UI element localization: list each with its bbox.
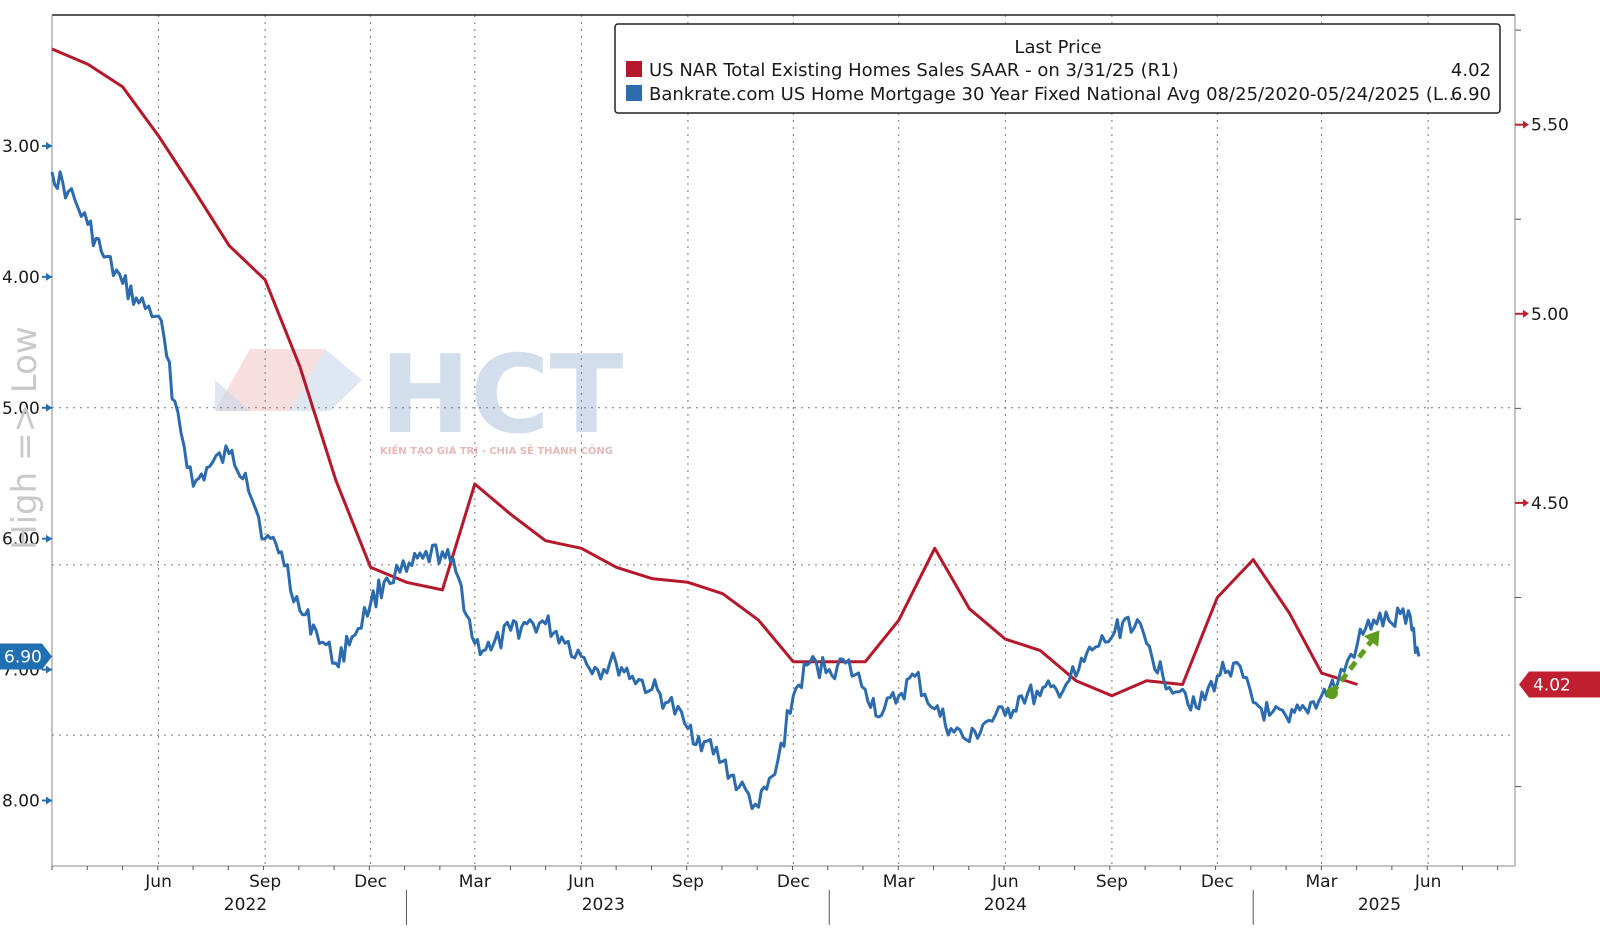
grid: [52, 15, 1515, 866]
x-tick-label: Dec: [354, 872, 387, 892]
left-tick-arrow: [46, 141, 52, 150]
left-last-value-label: 6.90: [4, 648, 42, 668]
x-tick-label: Sep: [249, 872, 281, 892]
left-axis-side-label: High => Low: [5, 326, 45, 550]
annotation-arrow-shaft: [1329, 640, 1374, 695]
left-tick-arrow: [46, 272, 52, 281]
right-tick-arrow: [1523, 309, 1529, 318]
legend-swatch: [626, 85, 642, 101]
legend-series-name: US NAR Total Existing Homes Sales SAAR -…: [649, 60, 1179, 81]
x-tick-label: Mar: [459, 872, 491, 892]
x-tick-label: Jun: [1414, 872, 1442, 892]
x-year-label: 2022: [224, 895, 267, 915]
x-year-label: 2025: [1358, 895, 1401, 915]
left-tick-arrow: [46, 403, 52, 412]
axes: Jun Sep Dec Mar Jun Sep Dec Mar Jun Sep Dec Mar Jun 2…: [0, 29, 1600, 925]
annotations: [1325, 630, 1380, 700]
x-tick-label: Mar: [1306, 872, 1338, 892]
x-tick-label: Sep: [672, 872, 704, 892]
left-tick-arrow: [46, 534, 52, 543]
left-tick-arrow: [46, 665, 52, 674]
annotation-arrow-head: [1363, 630, 1380, 647]
legend-last-price: 6.90: [1451, 84, 1491, 105]
right-tick-label: 4.50: [1531, 494, 1569, 514]
x-tick-label: Dec: [777, 872, 810, 892]
legend-header: Last Price: [1014, 37, 1101, 58]
chart-frame: [51, 14, 1516, 867]
left-tick-arrow: [46, 796, 52, 805]
legend-series-name: Bankrate.com US Home Mortgage 30 Year Fi…: [649, 84, 1460, 105]
watermark-tagline: KIẾN TẠO GIÁ TRỊ - CHIA SẺ THÀNH CÔNG: [380, 442, 613, 457]
x-tick-label: Sep: [1096, 872, 1128, 892]
right-tick-label: 5.50: [1531, 116, 1569, 136]
series-line-mortgage-rate: [50, 170, 1421, 811]
left-tick-label: 4.00: [2, 268, 40, 288]
right-tick-arrow: [1523, 498, 1529, 507]
left-tick-label: 5.00: [2, 399, 40, 419]
right-last-value-badge: [1519, 671, 1600, 698]
left-tick-label: 8.00: [2, 792, 40, 812]
series-layer: [50, 47, 1421, 811]
watermark-name: HCT: [380, 333, 624, 458]
right-tick-label: 5.00: [1531, 305, 1569, 325]
x-year-label: 2023: [582, 895, 625, 915]
left-tick-label: 6.00: [2, 530, 40, 550]
left-tick-label: 3.00: [2, 137, 40, 157]
watermark-logo-shape: [215, 380, 250, 411]
x-year-label: 2024: [984, 895, 1027, 915]
x-tick-label: Jun: [991, 872, 1019, 892]
right-tick-arrow: [1523, 120, 1529, 129]
x-tick-label: Mar: [883, 872, 915, 892]
x-tick-label: Dec: [1201, 872, 1234, 892]
x-tick-label: Jun: [567, 872, 595, 892]
legend-swatch: [626, 61, 642, 77]
x-tick-label: Jun: [144, 872, 172, 892]
legend-last-price: 4.02: [1451, 60, 1491, 81]
legend-box: [614, 23, 1501, 114]
left-last-value-badge: [0, 643, 52, 670]
right-last-value-label: 4.02: [1533, 675, 1571, 695]
series-line-existing-home-sales: [51, 47, 1358, 698]
